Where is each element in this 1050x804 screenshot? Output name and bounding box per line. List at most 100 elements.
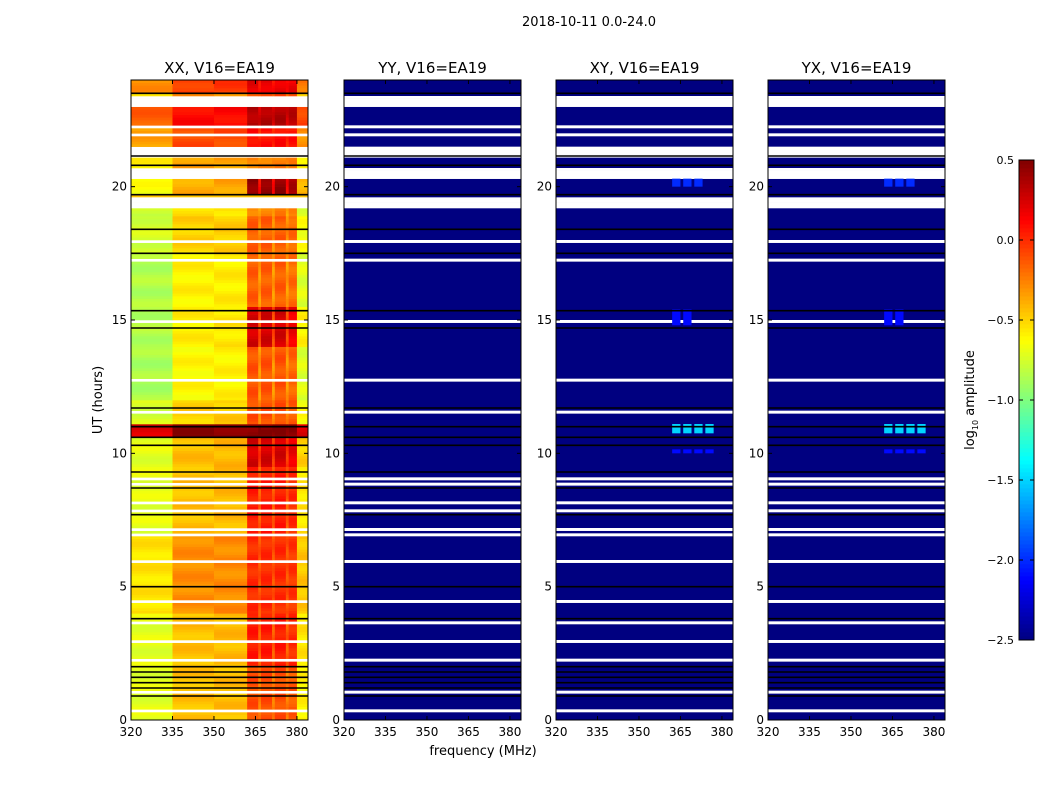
heatmap-cell <box>288 114 298 118</box>
heatmap-cell <box>131 128 173 131</box>
heatmap-cell <box>213 386 248 390</box>
colorbar-segment <box>1019 376 1034 381</box>
heatmap-cell <box>285 416 289 419</box>
heatmap-cell <box>172 210 215 214</box>
missing-data-row <box>768 533 945 537</box>
heatmap-cell <box>285 344 289 347</box>
heatmap-cell <box>285 490 289 494</box>
colorbar-segment <box>1019 548 1034 553</box>
heatmap-cell <box>272 93 276 97</box>
heatmap-cell <box>285 122 289 126</box>
heatmap-cell <box>258 368 262 371</box>
heatmap-cell <box>285 400 289 403</box>
missing-data-row <box>556 501 733 505</box>
heatmap-cell <box>213 578 248 582</box>
heatmap-cell <box>172 82 215 86</box>
heatmap-cell <box>296 432 309 435</box>
heatmap-cell <box>285 178 289 182</box>
heatmap-cell <box>131 568 173 571</box>
heatmap-cell <box>131 693 173 697</box>
heatmap-cell <box>296 405 309 409</box>
heatmap-cell <box>285 608 289 611</box>
missing-data-row <box>131 197 308 201</box>
heatmap-cell <box>296 589 309 593</box>
missing-data-row <box>344 533 521 537</box>
heatmap-cell <box>258 304 262 307</box>
heatmap-cell <box>131 632 173 635</box>
heatmap-cell <box>258 592 262 595</box>
heatmap-cell <box>247 554 259 558</box>
heatmap-cell <box>274 506 287 510</box>
heatmap-cell <box>288 165 298 169</box>
heatmap-cell <box>258 282 262 286</box>
heatmap-cell <box>296 365 309 369</box>
heatmap-cell <box>296 352 309 355</box>
heatmap-cell <box>258 469 262 473</box>
heatmap-cell <box>288 493 298 497</box>
heatmap-cell <box>247 317 259 321</box>
heatmap-cell <box>296 218 309 222</box>
heatmap-cell <box>272 642 276 646</box>
heatmap-cell <box>213 269 248 273</box>
heatmap-cell <box>296 186 309 190</box>
colorbar-segment <box>1019 484 1034 489</box>
heatmap-cell <box>296 109 309 113</box>
heatmap-cell <box>285 189 289 193</box>
missing-data-row <box>344 125 521 129</box>
heatmap-spot <box>683 424 692 434</box>
heatmap-cell <box>274 312 287 315</box>
missing-data-row <box>556 533 733 537</box>
heatmap-cell <box>258 554 262 558</box>
heatmap-cell <box>260 114 273 118</box>
colorbar-segment <box>1019 452 1034 457</box>
heatmap-cell <box>274 189 287 193</box>
y-tick-label: 15 <box>112 313 127 327</box>
heatmap-cell <box>274 688 287 691</box>
heatmap-cell <box>272 472 276 475</box>
heatmap-cell <box>258 120 262 123</box>
heatmap-cell <box>260 128 273 131</box>
heatmap-cell <box>296 285 309 289</box>
heatmap-cell <box>288 693 298 697</box>
heatmap-cell <box>272 237 276 241</box>
heatmap-cell <box>274 576 287 579</box>
missing-data-row <box>131 133 308 137</box>
heatmap-cell <box>247 264 259 267</box>
heatmap-cell <box>288 266 298 270</box>
heatmap-cell <box>296 458 309 462</box>
heatmap-cell <box>260 557 273 561</box>
heatmap-cell <box>272 282 276 286</box>
heatmap-cell <box>172 80 215 83</box>
heatmap-cell <box>260 186 273 190</box>
heatmap-cell <box>285 498 289 502</box>
heatmap-cell <box>296 632 309 635</box>
missing-data-row <box>344 621 521 625</box>
heatmap-cell <box>247 698 259 702</box>
heatmap-cell <box>213 376 248 379</box>
heatmap-cell <box>296 253 309 257</box>
heatmap-cell <box>274 293 287 297</box>
heatmap-cell <box>272 437 276 441</box>
heatmap-cell <box>213 682 248 686</box>
heatmap-cell <box>260 568 273 571</box>
heatmap-cell <box>260 304 273 307</box>
heatmap-cell <box>296 88 309 91</box>
missing-data-row <box>344 378 521 382</box>
heatmap-cell <box>296 648 309 651</box>
colorbar-segment <box>1019 576 1034 581</box>
heatmap-cell <box>285 637 289 641</box>
heatmap-cell <box>274 328 287 331</box>
heatmap-cell <box>260 597 273 601</box>
heatmap-cell <box>296 157 309 161</box>
heatmap-cell <box>131 653 173 657</box>
heatmap-cell <box>288 298 298 302</box>
heatmap-cell <box>213 400 248 403</box>
heatmap-cell <box>285 120 289 123</box>
heatmap-cell <box>285 704 289 707</box>
heatmap-cell <box>131 610 173 614</box>
heatmap-cell <box>172 322 215 326</box>
heatmap-cell <box>296 453 309 457</box>
heatmap-cell <box>288 261 298 265</box>
heatmap-cell <box>296 138 309 142</box>
heatmap-cell <box>285 506 289 510</box>
